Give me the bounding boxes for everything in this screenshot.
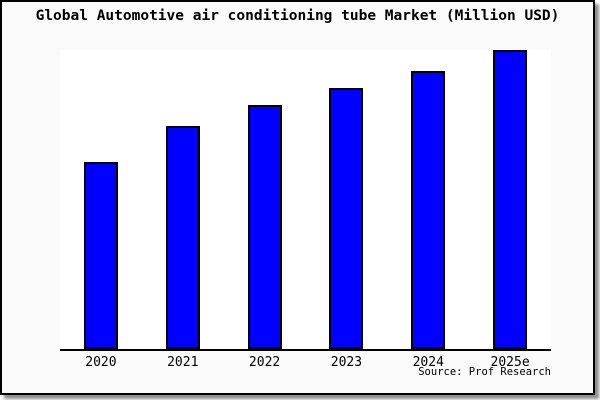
x-tick-label-2025e: 2025e (490, 355, 530, 370)
x-tick-label-2023: 2023 (330, 355, 363, 370)
bar-2022 (248, 105, 282, 349)
bar-2025e (493, 50, 527, 349)
x-tick-label-2021: 2021 (167, 355, 199, 370)
chart-title: Global Automotive air conditioning tube … (35, 8, 560, 24)
x-tick-label-2020: 2020 (85, 355, 117, 370)
chart-frame: Global Automotive air conditioning tube … (0, 0, 595, 395)
bar-2021 (166, 126, 200, 349)
x-tick-label-2022: 2022 (248, 355, 281, 370)
bar-2023 (329, 88, 363, 349)
x-tick-label-2024: 2024 (412, 355, 444, 370)
bar-2024 (411, 71, 445, 349)
plot-area (60, 50, 551, 351)
bar-2020 (84, 162, 118, 349)
source-note: Source: Prof Research (418, 366, 551, 378)
